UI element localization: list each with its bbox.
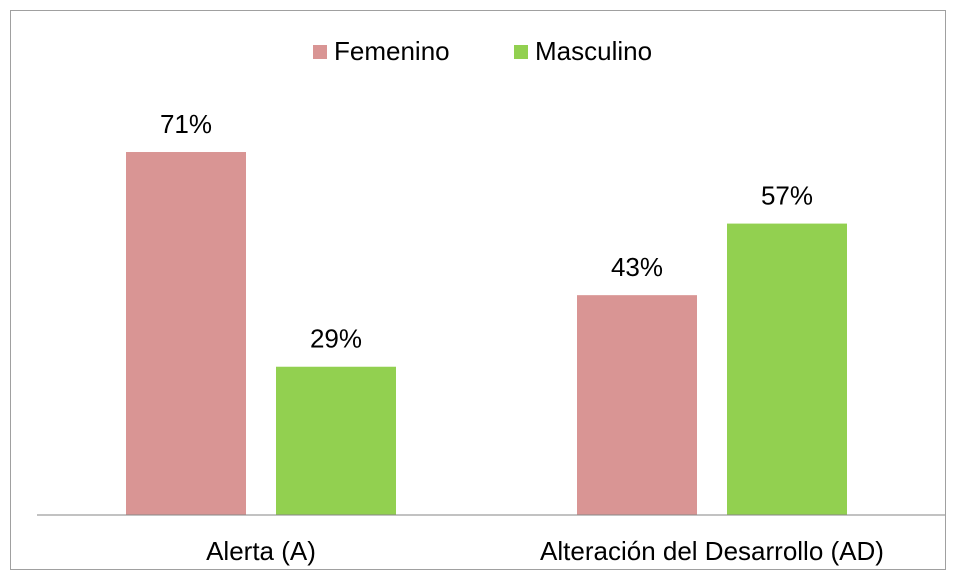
data-label: 57% xyxy=(761,180,813,210)
legend-label: Masculino xyxy=(535,36,652,66)
legend-swatch xyxy=(514,45,528,59)
legend-label: Femenino xyxy=(334,36,450,66)
bar xyxy=(276,366,396,515)
bar xyxy=(126,152,246,515)
legend-swatch xyxy=(313,45,327,59)
data-label: 71% xyxy=(160,109,212,139)
bar xyxy=(727,223,847,515)
bar xyxy=(577,295,697,515)
x-tick-label: Alerta (A) xyxy=(206,536,316,566)
x-tick-label: Alteración del Desarrollo (AD) xyxy=(540,536,884,566)
data-label: 43% xyxy=(611,252,663,282)
data-label: 29% xyxy=(310,324,362,354)
